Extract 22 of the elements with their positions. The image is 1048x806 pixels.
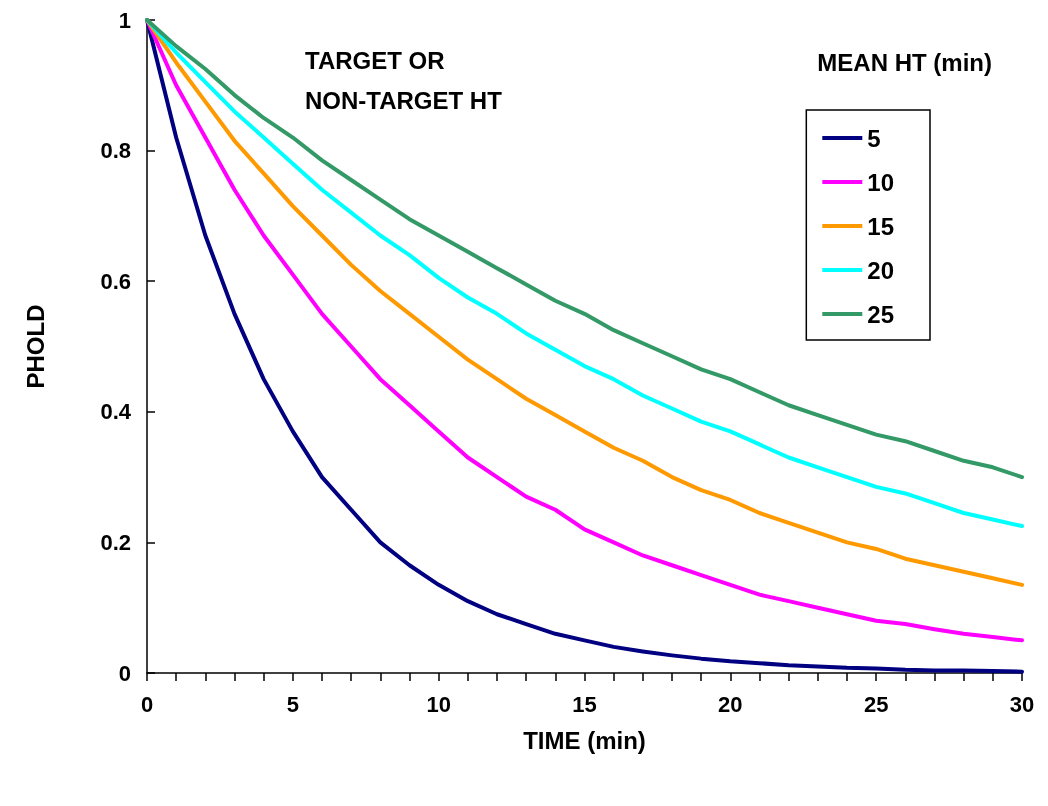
legend-label: 25	[867, 300, 895, 328]
legend-label: 20	[867, 256, 895, 284]
x-axis-title: TIME (min)	[523, 726, 646, 754]
y-tick-label: 0	[118, 660, 131, 686]
x-tick-label: 0	[140, 691, 154, 717]
x-tick-label: 10	[426, 691, 451, 717]
y-tick-label: 0.2	[100, 529, 131, 555]
y-tick-label: 0.8	[100, 138, 131, 164]
annotation: TARGET OR NON-TARGET HT	[305, 46, 503, 114]
x-tick-label: 15	[572, 691, 597, 717]
legend-label: 15	[867, 212, 895, 240]
y-tick-label: 1	[118, 7, 131, 33]
legend-label: 5	[867, 124, 881, 152]
y-tick-label: 0.4	[100, 399, 132, 425]
x-tick-label: 20	[718, 691, 743, 717]
x-tick-label: 25	[863, 691, 889, 717]
y-tick-label: 0.6	[100, 268, 131, 294]
x-tick-label: 30	[1009, 691, 1035, 717]
x-tick-label: 5	[286, 691, 299, 717]
y-axis-title: PHOLD	[21, 304, 49, 389]
legend-label: 10	[867, 168, 895, 196]
legend-title: MEAN HT (min)	[817, 48, 993, 76]
